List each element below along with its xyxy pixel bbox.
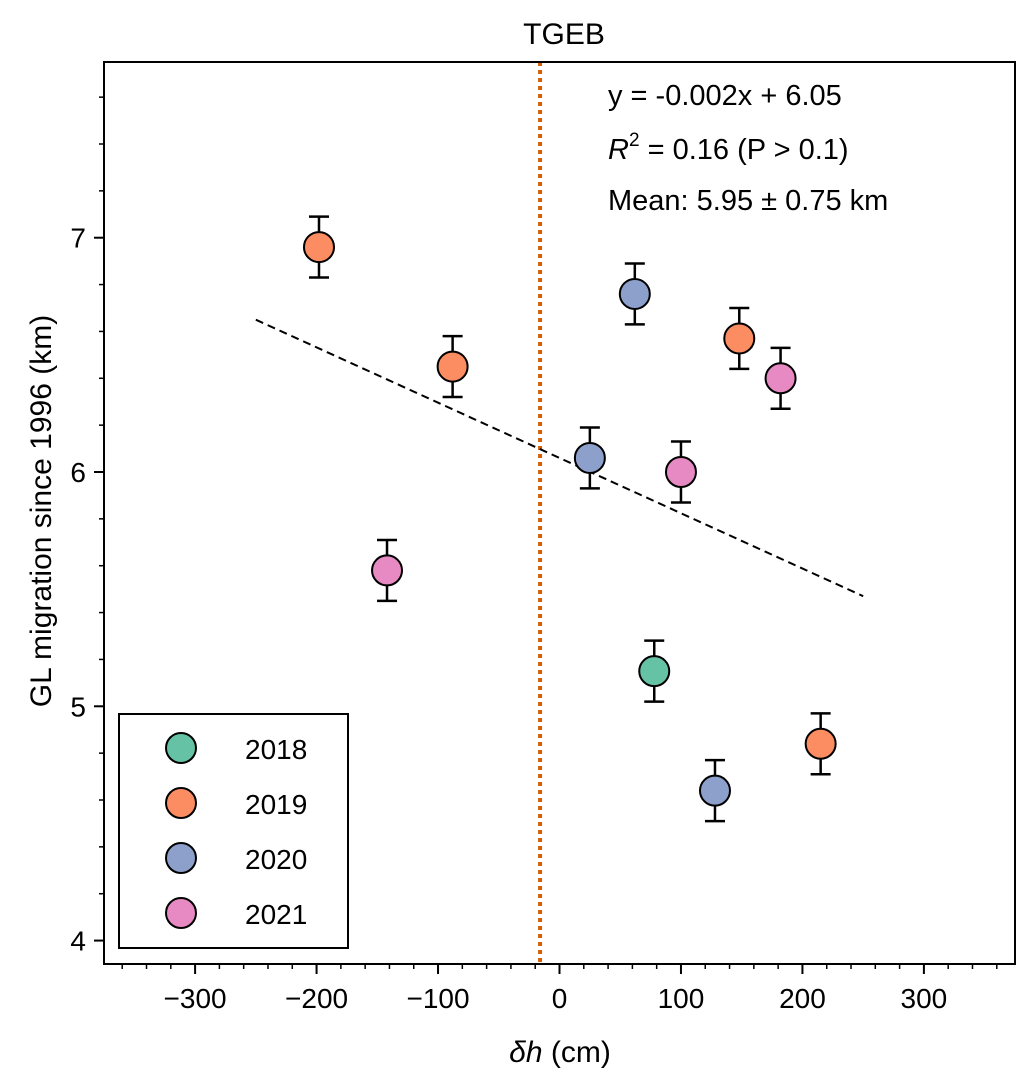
data-point-2019-0 (302, 215, 335, 279)
mean-annotation: Mean: 5.95 ± 0.75 km (608, 185, 888, 217)
point-marker (302, 231, 335, 264)
legend-marker-2018 (165, 732, 197, 764)
data-point-2018-0 (638, 639, 671, 703)
point-marker (618, 277, 651, 310)
r-squared-annotation: R2 = 0.16 (P > 0.1) (608, 130, 849, 166)
point-marker (723, 322, 756, 355)
y-axis-title: GL migration since 1996 (km) (25, 315, 58, 707)
point-marker (638, 655, 671, 688)
x-tick-label: 0 (552, 983, 568, 1014)
point-marker (371, 554, 404, 587)
x-tick-label: 100 (658, 983, 705, 1014)
data-point-2021-2 (764, 346, 797, 410)
point-marker (698, 774, 731, 807)
legend: 2018 2019 2020 2021 (118, 713, 349, 949)
legend-marker-2019 (165, 787, 197, 819)
legend-box (118, 713, 349, 949)
y-tick-label: 6 (70, 457, 86, 488)
data-point-2020-1 (573, 426, 606, 490)
legend-marker-2021 (165, 897, 197, 929)
chart-title: TGEB (523, 18, 605, 51)
data-point-2020-2 (698, 758, 731, 823)
point-marker (664, 456, 697, 488)
y-tick-label: 7 (70, 223, 86, 254)
point-marker (764, 362, 797, 395)
data-point-2020-0 (618, 262, 651, 326)
y-tick-label: 5 (70, 691, 86, 722)
x-tick-label: −100 (406, 983, 469, 1014)
legend-label-2021: 2021 (245, 899, 307, 930)
data-point-2019-1 (436, 334, 469, 399)
axes: −300 −200 −100 0 100 200 300 4 5 6 7 (70, 61, 1016, 1014)
data-point-2019-2 (723, 306, 756, 371)
fit-equation: y = -0.002x + 6.05 (608, 80, 842, 112)
legend-label-2018: 2018 (245, 734, 307, 765)
y-tick-label: 4 (70, 926, 86, 957)
data-point-2021-1 (664, 440, 697, 504)
data-point-2019-3 (804, 712, 837, 776)
point-marker (436, 350, 469, 383)
data-point-2021-0 (371, 538, 404, 603)
legend-marker-2020 (165, 842, 197, 874)
point-marker (573, 441, 606, 474)
legend-label-2019: 2019 (245, 789, 307, 820)
x-tick-label: −200 (285, 983, 348, 1014)
legend-label-2020: 2020 (245, 844, 307, 875)
plot-area (255, 62, 864, 964)
x-axis-title: δh (cm) (509, 1036, 611, 1069)
x-tick-label: 200 (779, 983, 826, 1014)
x-tick-label: −300 (164, 983, 227, 1014)
fit-line (255, 318, 864, 598)
point-marker (804, 727, 837, 760)
x-tick-label: 300 (901, 983, 948, 1014)
